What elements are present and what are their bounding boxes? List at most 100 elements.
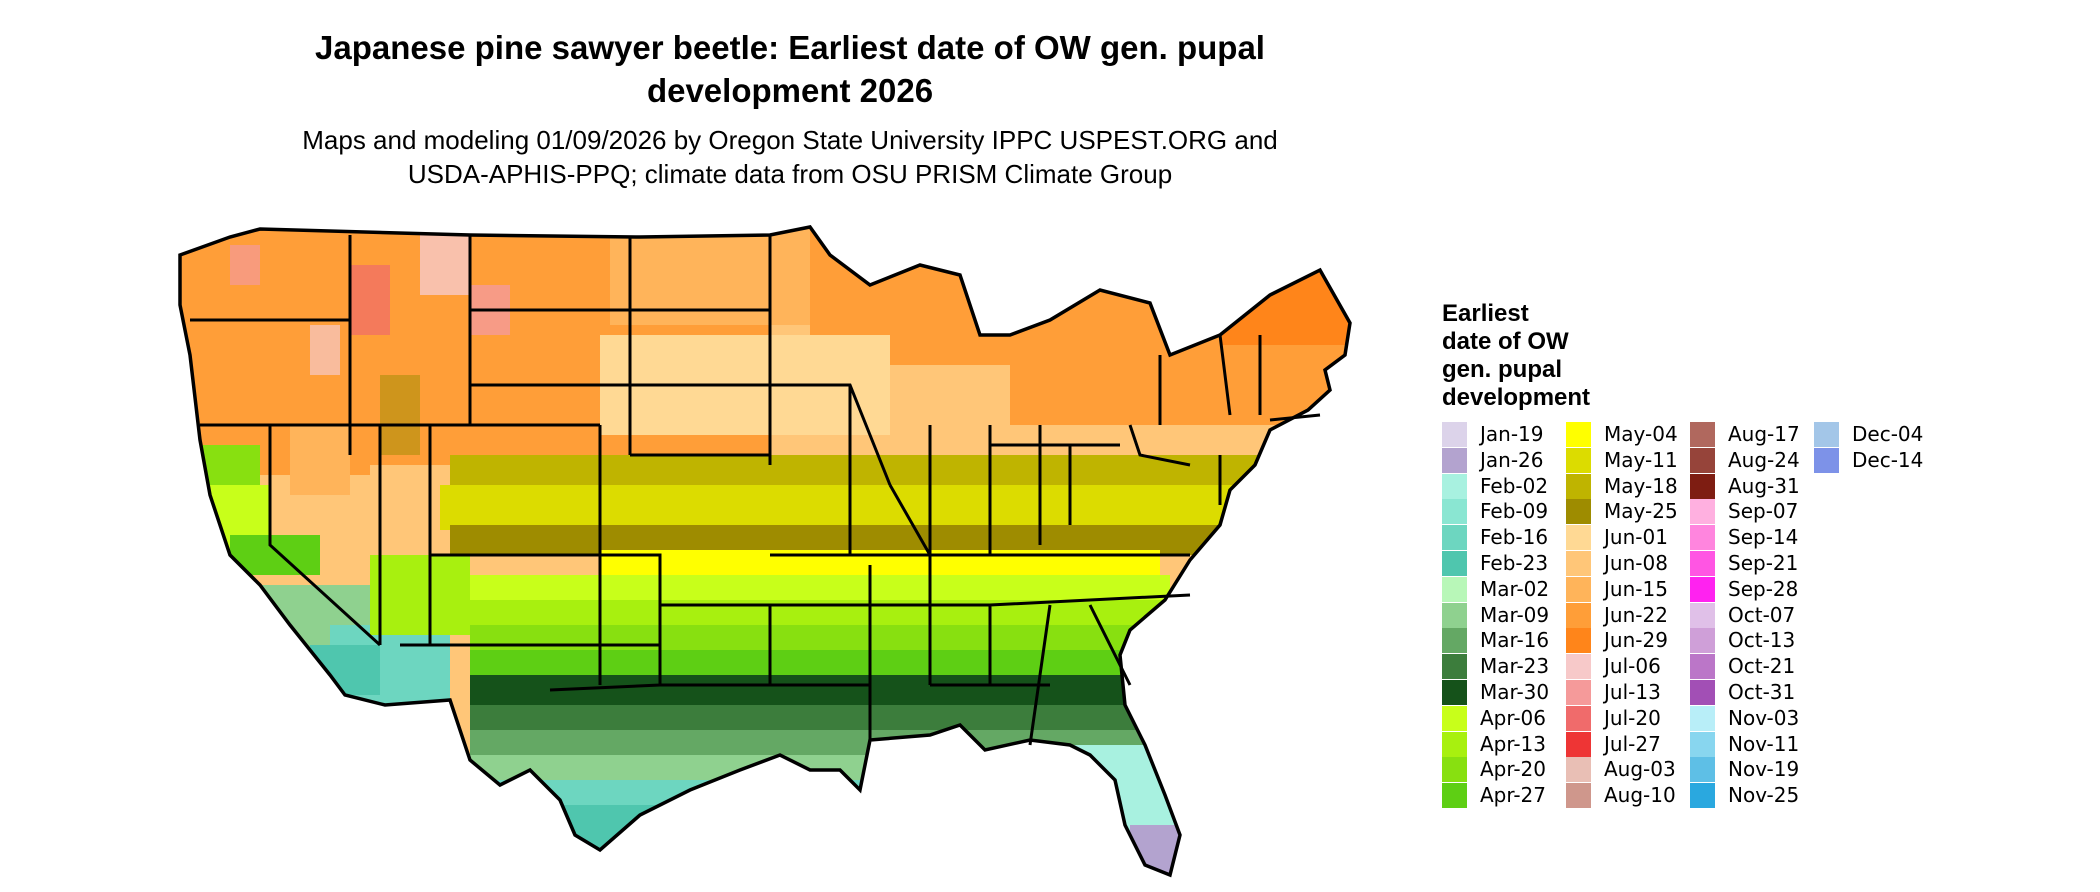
legend-swatch [1442, 731, 1467, 757]
legend-label: Aug-17 [1728, 422, 1800, 446]
legend-swatch [1442, 783, 1467, 809]
legend-label: Aug-03 [1604, 757, 1676, 782]
legend-label: Sep-21 [1728, 551, 1799, 575]
legend-label: May-18 [1604, 473, 1678, 498]
legend-swatch [1566, 551, 1591, 576]
map-subtitle: Maps and modeling 01/09/2026 by Oregon S… [220, 123, 1360, 191]
legend-label: Jul-20 [1604, 705, 1661, 730]
legend-label: May-25 [1604, 499, 1678, 524]
legend-swatch [1690, 447, 1715, 473]
legend-swatch [1690, 576, 1715, 602]
legend-label: Oct-13 [1728, 628, 1796, 653]
legend-swatch [1566, 422, 1591, 447]
legend-swatch [1442, 680, 1467, 705]
legend-swatch [1442, 551, 1467, 576]
legend-swatch [1442, 757, 1467, 783]
legend-label: Sep-07 [1728, 499, 1799, 524]
map-title-line-2: development 2026 [646, 72, 934, 109]
legend-swatch [1566, 447, 1591, 473]
legend-swatch [1442, 422, 1467, 447]
legend-swatch [1690, 783, 1715, 809]
map-subtitle-line-2: USDA-APHIS-PPQ; climate data from OSU PR… [407, 159, 1173, 189]
legend-swatch [1690, 422, 1715, 447]
legend-label: Jun-08 [1604, 551, 1668, 575]
legend-swatch [1442, 525, 1467, 551]
legend-swatch [1566, 705, 1591, 731]
legend-label: Feb-02 [1480, 473, 1549, 498]
legend-label: Jun-15 [1604, 576, 1668, 601]
legend-label: Sep-28 [1728, 576, 1799, 601]
legend-swatch [1690, 654, 1715, 680]
legend-label: Mar-02 [1480, 576, 1550, 601]
legend-label: Oct-21 [1728, 654, 1796, 679]
legend-swatch [1814, 422, 1839, 447]
legend-title-line-4: development [1442, 384, 1591, 411]
legend-label: Jul-13 [1604, 680, 1661, 704]
legend-label: Aug-24 [1728, 447, 1800, 472]
legend-label: Jun-22 [1604, 602, 1668, 627]
legend-label: Sep-14 [1728, 525, 1799, 550]
legend-swatch [1566, 757, 1591, 783]
legend-swatch [1566, 473, 1591, 499]
legend-swatch [1442, 628, 1467, 654]
legend-swatch [1690, 551, 1715, 576]
legend-title-line-3: gen. pupal [1442, 356, 1562, 383]
legend-label: Jun-01 [1604, 525, 1668, 550]
legend-label: Dec-04 [1852, 422, 1924, 446]
legend-label: Oct-07 [1728, 602, 1796, 627]
legend-label: Mar-09 [1480, 602, 1550, 627]
legend-swatch [1442, 705, 1467, 731]
legend-label: May-11 [1604, 447, 1678, 472]
legend-title: Earliest date of OW gen. pupal developme… [1442, 300, 1682, 412]
legend-label: Jul-27 [1604, 731, 1661, 756]
legend-swatch [1690, 499, 1715, 525]
legend-swatch [1690, 628, 1715, 654]
legend-swatch [1442, 473, 1467, 499]
legend-swatch [1566, 783, 1591, 809]
legend-swatch [1442, 602, 1467, 628]
legend-swatch [1690, 705, 1715, 731]
state-boundaries [178, 225, 1352, 878]
legend-label: Apr-20 [1480, 757, 1546, 782]
legend-swatch [1690, 731, 1715, 757]
legend-label: Feb-09 [1480, 499, 1549, 524]
legend-swatch [1690, 680, 1715, 705]
legend-swatch [1566, 525, 1591, 551]
legend-label: Feb-16 [1480, 525, 1549, 550]
legend-swatch [1566, 576, 1591, 602]
legend-label: Nov-19 [1728, 757, 1800, 782]
legend-swatch [1566, 628, 1591, 654]
legend-swatch [1566, 680, 1591, 705]
map-title: Japanese pine sawyer beetle: Earliest da… [220, 26, 1360, 112]
legend-swatch [1566, 499, 1591, 525]
legend-swatch [1442, 576, 1467, 602]
legend-swatch [1690, 757, 1715, 783]
legend-swatch [1566, 731, 1591, 757]
legend-swatch [1690, 473, 1715, 499]
legend-label: Oct-31 [1728, 680, 1796, 704]
legend-title-line-1: Earliest [1442, 300, 1529, 327]
legend-swatch [1690, 525, 1715, 551]
legend-label: Aug-10 [1604, 783, 1676, 808]
legend-label: May-04 [1604, 422, 1678, 446]
legend-label: Nov-11 [1728, 731, 1800, 756]
legend-label: Mar-16 [1480, 628, 1550, 653]
legend-title-line-2: date of OW [1442, 328, 1569, 355]
map-subtitle-line-1: Maps and modeling 01/09/2026 by Oregon S… [302, 125, 1278, 155]
legend-swatch [1442, 499, 1467, 525]
legend-label: Mar-23 [1480, 654, 1550, 679]
legend-swatch [1690, 602, 1715, 628]
legend-label: Aug-31 [1728, 473, 1800, 498]
legend-label: Nov-03 [1728, 705, 1800, 730]
legend-label: Apr-06 [1480, 705, 1546, 730]
legend-swatch [1814, 447, 1839, 473]
us-phenology-map [178, 225, 1352, 878]
legend-label: Apr-13 [1480, 731, 1546, 756]
legend-swatch [1442, 654, 1467, 680]
legend-swatch [1566, 602, 1591, 628]
legend-label: Jan-26 [1480, 447, 1544, 472]
legend-label: Nov-25 [1728, 783, 1800, 808]
legend-label: Jan-19 [1480, 422, 1544, 446]
map-title-line-1: Japanese pine sawyer beetle: Earliest da… [315, 29, 1265, 66]
legend-label: Feb-23 [1480, 551, 1549, 575]
